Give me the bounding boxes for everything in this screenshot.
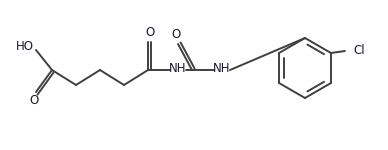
Text: O: O xyxy=(145,27,154,39)
Text: O: O xyxy=(29,93,39,106)
Text: O: O xyxy=(171,28,181,42)
Text: Cl: Cl xyxy=(353,45,365,57)
Text: HO: HO xyxy=(16,39,34,52)
Text: NH: NH xyxy=(169,61,187,75)
Text: NH: NH xyxy=(213,61,231,75)
